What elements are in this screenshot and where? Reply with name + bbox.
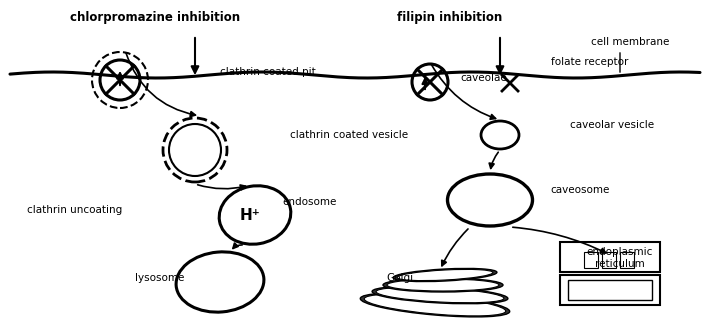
Ellipse shape (364, 294, 506, 316)
Text: folate receptor: folate receptor (552, 57, 629, 67)
Text: filipin inhibition: filipin inhibition (397, 12, 503, 24)
Ellipse shape (397, 269, 493, 281)
Text: caveolae: caveolae (460, 73, 507, 83)
Text: lysosome: lysosome (135, 273, 185, 283)
Ellipse shape (372, 286, 508, 304)
FancyBboxPatch shape (560, 242, 660, 272)
Ellipse shape (393, 268, 497, 282)
Text: Golgi: Golgi (387, 273, 413, 283)
Ellipse shape (376, 287, 504, 303)
Text: chlorpromazine inhibition: chlorpromazine inhibition (70, 12, 240, 24)
Ellipse shape (387, 279, 499, 291)
Text: clathrin coated pit: clathrin coated pit (220, 67, 316, 77)
Ellipse shape (360, 293, 510, 317)
Text: clathrin coated vesicle: clathrin coated vesicle (290, 130, 408, 140)
Text: caveolar vesicle: caveolar vesicle (570, 120, 654, 130)
Ellipse shape (383, 278, 503, 292)
Text: cell membrane: cell membrane (590, 37, 669, 47)
FancyBboxPatch shape (560, 275, 660, 305)
Text: H⁺: H⁺ (239, 208, 261, 222)
Text: caveosome: caveosome (550, 185, 610, 195)
Text: endosome: endosome (282, 197, 337, 207)
Text: endoplasmic
reticulum: endoplasmic reticulum (587, 247, 653, 269)
Text: clathrin uncoating: clathrin uncoating (28, 205, 122, 215)
